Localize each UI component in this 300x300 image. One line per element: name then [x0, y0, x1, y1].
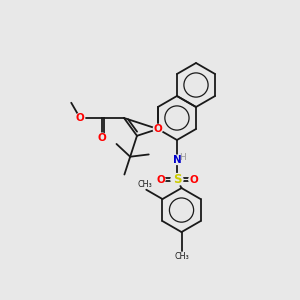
Circle shape: [189, 175, 198, 184]
Text: O: O: [189, 175, 198, 184]
Circle shape: [156, 175, 165, 184]
Circle shape: [153, 124, 163, 134]
Text: O: O: [76, 113, 84, 123]
Text: CH₃: CH₃: [138, 180, 153, 189]
Text: N: N: [172, 155, 181, 165]
Text: CH₃: CH₃: [174, 252, 189, 261]
Text: O: O: [98, 133, 106, 143]
Text: O: O: [156, 175, 165, 184]
Circle shape: [98, 133, 107, 142]
Circle shape: [171, 174, 183, 186]
Text: H: H: [179, 153, 186, 162]
Circle shape: [75, 113, 85, 123]
Text: S: S: [173, 173, 181, 186]
Text: O: O: [154, 124, 162, 134]
Circle shape: [172, 155, 182, 164]
